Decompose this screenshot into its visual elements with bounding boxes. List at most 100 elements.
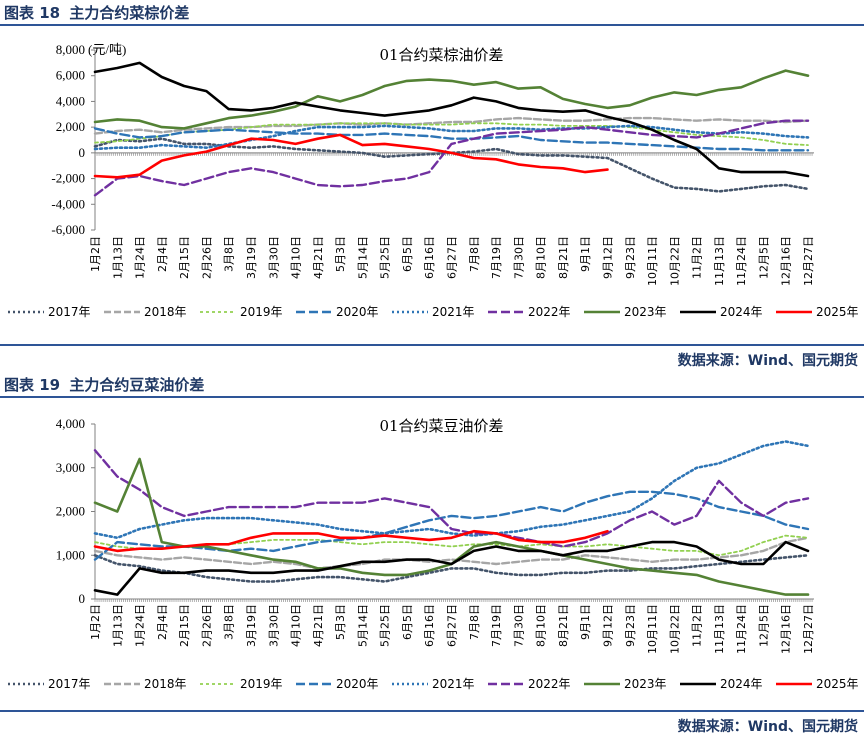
x-tick-label: 9月12日 bbox=[601, 236, 614, 279]
y-tick-label: -2,000 bbox=[51, 171, 85, 186]
x-tick-label: 3月8日 bbox=[223, 604, 236, 640]
x-tick-label: 2月15日 bbox=[178, 604, 191, 647]
x-tick-label: 3月8日 bbox=[223, 236, 236, 272]
x-tick-label: 2月15日 bbox=[178, 236, 191, 279]
series-line-2025年 bbox=[93, 133, 609, 179]
legend-item: 2022年 bbox=[488, 677, 571, 691]
series-line-2025年 bbox=[93, 529, 609, 553]
x-tick-label: 11月24日 bbox=[735, 604, 748, 654]
y-tick-label: -4,000 bbox=[51, 196, 85, 211]
legend-item: 2024年 bbox=[680, 305, 763, 319]
x-tick-label: 10月11日 bbox=[646, 236, 659, 286]
figure-18-heading: 主力合约菜棕价差 bbox=[69, 4, 190, 22]
series-line-2019年 bbox=[94, 122, 809, 146]
legend-item: 2020年 bbox=[296, 305, 379, 319]
y-tick-label: 0 bbox=[79, 145, 86, 160]
legend-item: 2021年 bbox=[392, 305, 475, 319]
x-tick-label: 1月24日 bbox=[134, 604, 147, 647]
legend-item: 2018年 bbox=[104, 677, 187, 691]
unit-label: (元/吨) bbox=[88, 42, 126, 57]
x-tick-label: 12月27日 bbox=[802, 604, 815, 654]
series-line-2021年 bbox=[93, 124, 810, 151]
legend-label: 2019年 bbox=[240, 305, 283, 319]
x-tick-label: 8月21日 bbox=[557, 236, 570, 279]
x-tick-label: 10月22日 bbox=[668, 236, 681, 286]
series-line-2022年 bbox=[93, 119, 810, 197]
legend-item: 2017年 bbox=[8, 677, 91, 691]
legend-item: 2022年 bbox=[488, 305, 571, 319]
chart-title: 01合约菜棕油价差 bbox=[379, 46, 503, 64]
figure-19-top-rule bbox=[0, 396, 864, 398]
x-tick-label: 4月21日 bbox=[312, 236, 325, 279]
figure-19-title: 图表 19 主力合约豆菜油价差 bbox=[4, 374, 204, 395]
legend-item: 2025年 bbox=[776, 305, 859, 319]
x-tick-label: 2月26日 bbox=[200, 604, 213, 647]
y-tick-label: 1,000 bbox=[56, 547, 85, 562]
x-tick-label: 10月22日 bbox=[668, 604, 681, 654]
legend-label: 2017年 bbox=[48, 677, 91, 691]
chart-title: 01合约菜豆油价差 bbox=[379, 417, 503, 435]
legend-item: 2025年 bbox=[776, 677, 859, 691]
x-tick-label: 5月25日 bbox=[379, 604, 392, 647]
figure-19-label: 图表 19 bbox=[4, 376, 61, 394]
x-tick-label: 6月16日 bbox=[423, 604, 436, 647]
x-tick-label: 5月3日 bbox=[334, 604, 347, 640]
series-line-2017年 bbox=[93, 554, 810, 583]
x-tick-label: 1月24日 bbox=[134, 236, 147, 279]
legend-item: 2019年 bbox=[200, 677, 283, 691]
series-line-2018年 bbox=[93, 536, 810, 570]
x-tick-label: 11月2日 bbox=[691, 236, 704, 279]
x-tick-label: 5月14日 bbox=[356, 604, 369, 647]
y-tick-label: 8,000 bbox=[56, 42, 85, 57]
figure-18-label: 图表 18 bbox=[4, 4, 61, 22]
legend-label: 2019年 bbox=[240, 677, 283, 691]
series-line-2022年 bbox=[93, 449, 810, 548]
x-tick-label: 11月2日 bbox=[691, 604, 704, 647]
x-tick-label: 9月23日 bbox=[624, 236, 637, 279]
figure-18-top-rule bbox=[0, 24, 864, 26]
x-tick-label: 3月19日 bbox=[245, 236, 258, 279]
x-tick-label: 12月5日 bbox=[757, 604, 770, 647]
y-tick-label: 4,000 bbox=[56, 416, 85, 431]
y-tick-label: 0 bbox=[79, 591, 86, 606]
series-line-2024年 bbox=[93, 540, 810, 596]
legend-label: 2023年 bbox=[624, 305, 667, 319]
x-tick-label: 7月19日 bbox=[490, 236, 503, 279]
x-tick-label: 11月24日 bbox=[735, 236, 748, 286]
legend-item: 2023年 bbox=[584, 677, 667, 691]
y-tick-label: 6,000 bbox=[56, 68, 85, 83]
x-tick-label: 4月10日 bbox=[290, 604, 303, 647]
x-tick-label: 8月10日 bbox=[535, 604, 548, 647]
legend-label: 2018年 bbox=[144, 677, 187, 691]
x-tick-label: 6月5日 bbox=[401, 604, 414, 640]
x-tick-label: 1月2日 bbox=[89, 236, 102, 272]
y-tick-label: 4,000 bbox=[56, 93, 85, 108]
x-tick-label: 6月27日 bbox=[446, 604, 459, 647]
legend-item: 2017年 bbox=[8, 305, 91, 319]
legend-label: 2021年 bbox=[432, 677, 475, 691]
x-tick-label: 1月2日 bbox=[89, 604, 102, 640]
figure-19-bottom-rule bbox=[0, 710, 864, 712]
x-tick-label: 1月13日 bbox=[111, 236, 124, 279]
legend-label: 2018年 bbox=[144, 305, 187, 319]
series-line-2018年 bbox=[93, 116, 810, 135]
x-tick-label: 7月30日 bbox=[512, 236, 525, 279]
x-tick-label: 1月13日 bbox=[111, 604, 124, 647]
x-tick-label: 9月1日 bbox=[579, 604, 592, 640]
x-tick-label: 5月14日 bbox=[356, 236, 369, 279]
x-tick-label: 11月13日 bbox=[713, 236, 726, 286]
legend-item: 2021年 bbox=[392, 677, 475, 691]
x-tick-label: 8月10日 bbox=[535, 236, 548, 279]
chart-rapeseed-palm-spread: 01合约菜棕油价差 (元/吨)8,000 6,000 4,000 2,000 0 -2,00… bbox=[8, 42, 859, 319]
x-tick-label: 6月5日 bbox=[401, 236, 414, 272]
legend-label: 2023年 bbox=[624, 677, 667, 691]
y-tick-label: 2,000 bbox=[56, 504, 85, 519]
series-line-2020年 bbox=[93, 127, 810, 152]
x-tick-label: 4月21日 bbox=[312, 604, 325, 647]
legend-item: 2020年 bbox=[296, 677, 379, 691]
series-line-2020年 bbox=[93, 490, 810, 561]
legend-item: 2024年 bbox=[680, 677, 763, 691]
figure-18-bottom-rule bbox=[0, 344, 864, 346]
x-tick-label: 3月19日 bbox=[245, 604, 258, 647]
